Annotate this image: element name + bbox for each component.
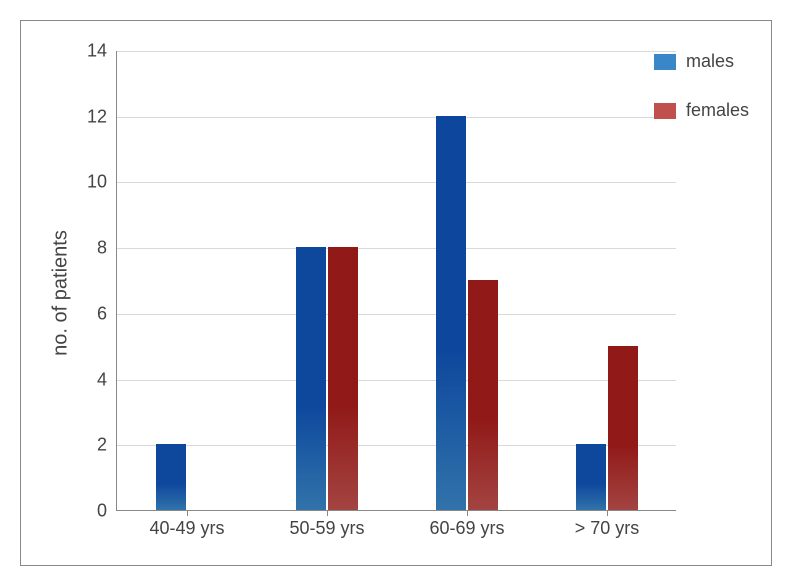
y-tick-label: 6 (97, 303, 107, 324)
y-tick-label: 12 (87, 106, 107, 127)
x-tick-label: > 70 yrs (575, 518, 640, 539)
legend-text: females (686, 100, 749, 121)
plot-area: 0246810121440-49 yrs50-59 yrs60-69 yrs> … (116, 51, 676, 511)
gridline (117, 51, 676, 52)
legend-item-females: females (654, 100, 749, 121)
x-tick (607, 510, 608, 516)
x-tick (327, 510, 328, 516)
gridline (117, 117, 676, 118)
bar-males (296, 247, 325, 510)
gridline (117, 380, 676, 381)
legend-text: males (686, 51, 734, 72)
bar-males (156, 444, 185, 510)
legend-swatch (654, 103, 676, 119)
legend-item-males: males (654, 51, 749, 72)
bar-males (576, 444, 605, 510)
y-tick-label: 4 (97, 369, 107, 390)
gridline (117, 248, 676, 249)
y-axis-label: no. of patients (50, 230, 73, 356)
chart-frame: no. of patients 0246810121440-49 yrs50-5… (20, 20, 772, 566)
bar-males (436, 116, 465, 510)
legend: males females (654, 51, 749, 149)
y-tick-label: 2 (97, 435, 107, 456)
legend-swatch (654, 54, 676, 70)
bar-females (468, 280, 497, 510)
y-tick-label: 8 (97, 238, 107, 259)
bar-females (608, 346, 637, 510)
x-tick-label: 50-59 yrs (289, 518, 364, 539)
x-tick (187, 510, 188, 516)
x-tick-label: 60-69 yrs (429, 518, 504, 539)
y-tick-label: 0 (97, 501, 107, 522)
gridline (117, 182, 676, 183)
x-tick-label: 40-49 yrs (149, 518, 224, 539)
bar-females (328, 247, 357, 510)
y-tick-label: 10 (87, 172, 107, 193)
gridline (117, 314, 676, 315)
x-tick (467, 510, 468, 516)
y-tick-label: 14 (87, 41, 107, 62)
